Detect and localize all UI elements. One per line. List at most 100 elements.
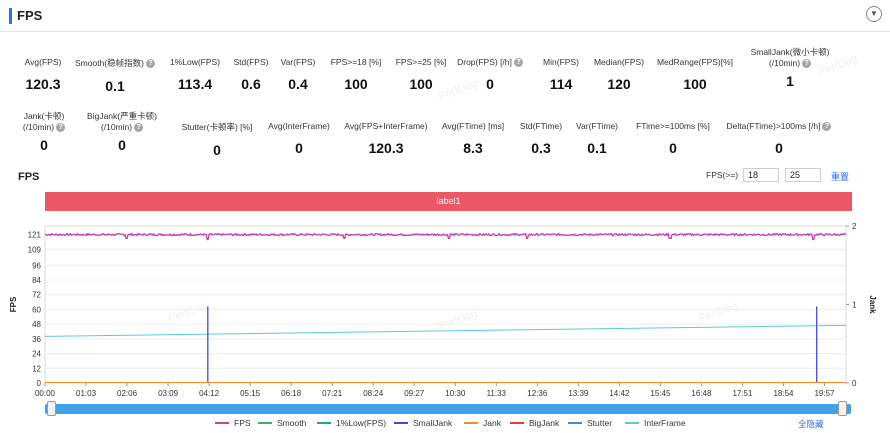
y-tick-label: 109 — [28, 245, 42, 254]
stat-r1-1: Smooth(稳帧指数)? 0.1 — [55, 57, 175, 94]
stat-label-unit: (/10min)? — [0, 122, 104, 133]
stat-value: 114 — [549, 76, 573, 92]
stat-label: Var(FTime) — [575, 121, 619, 131]
range-handle-right[interactable] — [838, 401, 847, 416]
stat-r2-4: Avg(FPS+InterFrame) 120.3 — [326, 121, 446, 156]
watermark: PerfDog — [437, 308, 479, 333]
stat-r1-5: FPS>=18 [%] 100 — [296, 57, 416, 92]
stat-label: Std(FTime) — [519, 121, 563, 131]
stat-label: 1%Low(FPS) — [169, 57, 221, 67]
legend-label: 1%Low(FPS) — [336, 418, 387, 428]
x-tick-label: 17:51 — [732, 389, 753, 398]
x-tick-label: 08:24 — [363, 389, 384, 398]
stat-label: SmallJank(微小卡顿) — [750, 47, 830, 57]
stat-r1-11: SmallJank(微小卡顿) (/10min)? 1 — [730, 46, 850, 89]
stat-r2-0: Jank(卡顿) (/10min)? 0 — [0, 110, 104, 153]
legend-swatch — [464, 421, 478, 424]
watermark: PerfDog — [167, 300, 209, 325]
stat-r1-2: 1%Low(FPS) 113.4 — [135, 57, 255, 92]
stat-label: Median(FPS) — [593, 57, 645, 67]
y-tick-label: 36 — [32, 335, 41, 344]
legend-item-4[interactable]: Jank — [464, 418, 501, 428]
y-tick-label: 12 — [32, 364, 41, 373]
stat-label-unit: (/10min)? — [730, 58, 850, 69]
range-handle-left[interactable] — [47, 401, 56, 416]
threshold-label: FPS(>=) — [706, 170, 739, 180]
stat-label-unit: (/10min)? — [62, 122, 182, 133]
help-icon[interactable]: ? — [822, 122, 832, 132]
stat-r2-6: Std(FTime) 0.3 — [481, 121, 601, 156]
y-tick-label: 96 — [32, 261, 41, 270]
reset-button[interactable]: 重置 — [831, 172, 850, 182]
time-range-scrollbar[interactable] — [45, 404, 851, 414]
legend-swatch — [215, 421, 229, 424]
stat-label: Min(FPS) — [543, 57, 579, 67]
y-tick-label: 48 — [32, 320, 41, 329]
legend-item-6[interactable]: Stutter — [568, 418, 612, 428]
x-tick-label: 05:15 — [240, 389, 261, 398]
y2-tick-label: 1 — [852, 301, 857, 310]
y2-axis-label: Jank — [868, 295, 877, 314]
help-icon[interactable]: ? — [145, 59, 155, 69]
stat-r2-5: Avg(FTime) [ms] 8.3 — [413, 121, 533, 156]
legend-item-3[interactable]: SmallJank — [394, 418, 452, 428]
stat-label: Smooth(稳帧指数)? — [55, 57, 175, 69]
stat-r1-3: Std(FPS) 0.6 — [191, 57, 311, 92]
label-band[interactable]: label1 — [45, 192, 852, 211]
stat-value: 0.1 — [105, 78, 125, 94]
help-icon[interactable]: ? — [513, 58, 523, 68]
x-tick-label: 10:30 — [445, 389, 466, 398]
stat-value: 0.1 — [587, 140, 607, 156]
x-tick-label: 00:00 — [35, 389, 56, 398]
collapse-icon[interactable]: ▼ — [866, 6, 882, 22]
legend-label: Jank — [483, 418, 501, 428]
legend-item-5[interactable]: BigJank — [510, 418, 559, 428]
stat-value: 1 — [786, 73, 794, 90]
y-tick-label: 24 — [32, 350, 41, 359]
y-axis-label: FPS — [9, 296, 18, 312]
stat-label: FPS>=18 [%] — [330, 57, 382, 67]
stat-value: 0.3 — [531, 140, 551, 156]
help-icon[interactable]: ? — [56, 123, 66, 133]
stat-value: 0.6 — [241, 76, 261, 92]
stat-value: 120 — [607, 76, 631, 92]
legend-item-1[interactable]: Smooth — [258, 418, 306, 428]
stat-r1-6: FPS>=25 [%] 100 — [361, 57, 481, 92]
stat-r1-8: Min(FPS) 114 — [501, 57, 621, 92]
x-tick-label: 18:54 — [773, 389, 794, 398]
series-fps — [44, 232, 847, 241]
threshold-input-2[interactable]: 25 — [785, 168, 821, 182]
threshold-input-1[interactable]: 18 — [743, 168, 779, 182]
stat-label: Avg(InterFrame) — [268, 121, 330, 131]
legend-item-7[interactable]: InterFrame — [625, 418, 686, 428]
stat-value: 0 — [295, 140, 303, 156]
x-tick-label: 11:33 — [487, 389, 507, 398]
legend-item-2[interactable]: 1%Low(FPS) — [317, 418, 386, 428]
y-tick-label: 84 — [32, 276, 41, 285]
help-icon[interactable]: ? — [802, 59, 812, 69]
stat-label: MedRange(FPS)[%] — [656, 57, 734, 67]
stat-r2-7: Var(FTime) 0.1 — [537, 121, 657, 156]
legend-label: Smooth — [277, 418, 307, 428]
legend-swatch — [568, 421, 582, 424]
stat-label: Delta(FTime)>100ms [/h]? — [719, 121, 839, 132]
legend-label: InterFrame — [644, 418, 686, 428]
legend-label: BigJank — [529, 418, 560, 428]
stat-label: Jank(卡顿) — [23, 111, 65, 121]
y-tick-label: 60 — [32, 305, 41, 314]
stat-value: 0 — [486, 76, 494, 93]
help-icon[interactable]: ? — [134, 123, 144, 133]
legend-item-0[interactable]: FPS — [215, 418, 251, 428]
x-tick-label: 06:18 — [281, 389, 302, 398]
stat-r2-8: FTime>=100ms [%] 0 — [613, 121, 733, 156]
stat-r1-9: Median(FPS) 120 — [559, 57, 679, 92]
series-interframe — [44, 324, 847, 337]
stat-r1-0: Avg(FPS) 120.3 — [0, 57, 103, 92]
hide-all-button[interactable]: 全隐藏 — [798, 419, 824, 429]
stat-value: 0 — [775, 140, 783, 157]
watermark: PerfDog — [697, 300, 739, 325]
y-tick-label: 121 — [28, 231, 42, 240]
header-accent-bar — [9, 8, 12, 24]
stat-value: 0 — [213, 142, 221, 158]
legend-label: SmallJank — [413, 418, 453, 428]
